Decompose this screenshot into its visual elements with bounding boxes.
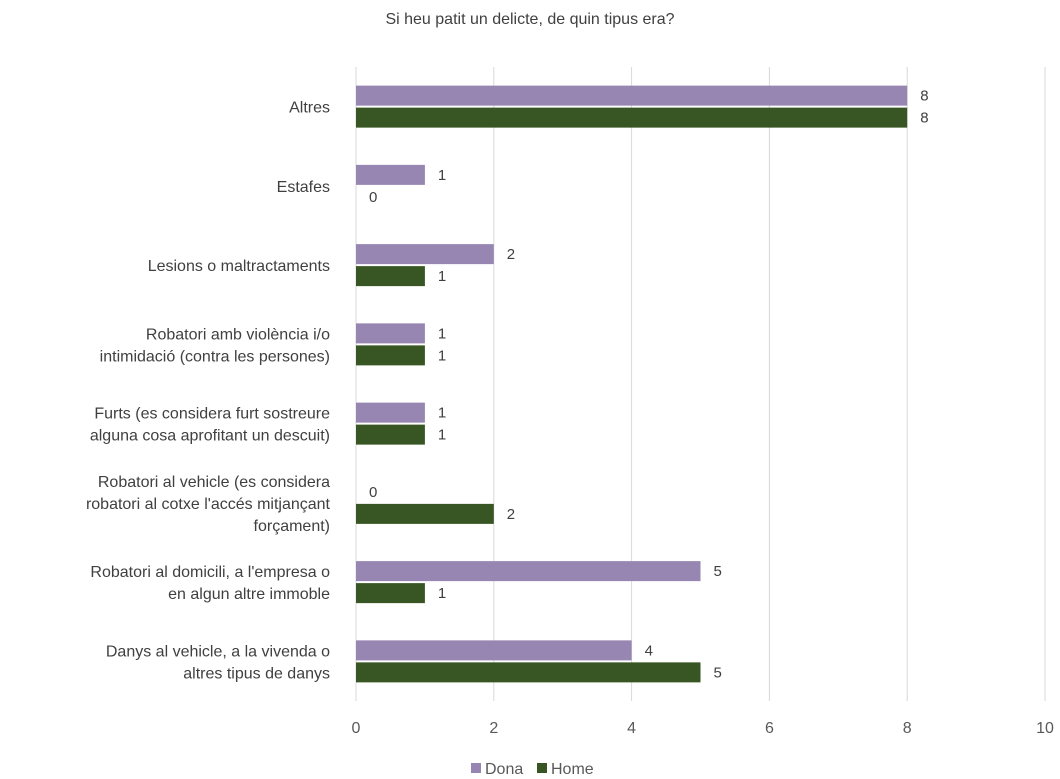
- category-label: Robatori al domicili, a l'empresa o en al…: [90, 564, 330, 603]
- category-label: Altres: [289, 100, 330, 117]
- bar-home: [356, 424, 425, 445]
- bar-home: [356, 107, 908, 128]
- bar-home: [356, 345, 425, 366]
- data-label: 1: [438, 585, 446, 602]
- bar-dona: [356, 323, 425, 344]
- category-label: Danys al vehicle, a la vivenda o altres t…: [106, 643, 330, 682]
- bar-dona: [356, 164, 425, 185]
- bar-dona: [356, 244, 494, 265]
- x-tick-label: 6: [765, 720, 774, 737]
- data-label: 2: [507, 506, 515, 523]
- data-label: 0: [369, 189, 377, 206]
- x-axis-ticks: 0 2 4 6 8 10: [352, 720, 1054, 737]
- x-tick-label: 8: [903, 720, 912, 737]
- data-label: 5: [714, 563, 722, 580]
- bar-home: [356, 503, 494, 524]
- category-label: Robatori amb violència i/o intimidació (c…: [100, 326, 330, 365]
- bars: 8 8 1 0 2 1 1 1 1 1 0 2 5 1 4 5: [356, 85, 929, 683]
- data-label: 0: [369, 484, 377, 501]
- x-tick-label: 0: [352, 720, 361, 737]
- bar-home: [356, 266, 425, 287]
- data-label: 8: [920, 88, 928, 105]
- category-label: Lesions o maltractaments: [148, 258, 330, 275]
- bar-dona: [356, 402, 425, 423]
- legend: Dona Home: [471, 761, 594, 778]
- bar-home: [356, 662, 701, 683]
- data-label: 1: [438, 167, 446, 184]
- x-tick-label: 2: [489, 720, 498, 737]
- data-label: 5: [714, 664, 722, 681]
- bar-home: [356, 583, 425, 604]
- grid-lines: [355, 67, 1046, 701]
- data-label: 2: [507, 246, 515, 263]
- data-label: 1: [438, 427, 446, 444]
- chart-title: Si heu patit un delicte, de quin tipus e…: [385, 11, 674, 28]
- legend-label-dona: Dona: [485, 761, 523, 778]
- category-label: Estafes: [277, 179, 330, 196]
- data-label: 8: [920, 110, 928, 127]
- category-label: Furts (es considera furt sostreure alguna…: [90, 406, 330, 445]
- bar-dona: [356, 640, 632, 661]
- x-tick-label: 10: [1036, 720, 1054, 737]
- legend-label-home: Home: [551, 761, 594, 778]
- bar-dona: [356, 561, 701, 582]
- legend-swatch-home: [537, 763, 547, 773]
- data-label: 4: [645, 642, 653, 659]
- data-label: 1: [438, 325, 446, 342]
- legend-swatch-dona: [471, 763, 481, 773]
- x-tick-label: 4: [627, 720, 636, 737]
- data-label: 1: [438, 347, 446, 364]
- category-label: Robatori al vehicle (es considera robator…: [86, 474, 331, 535]
- category-labels: Altres Estafes Lesions o maltractaments Rob…: [86, 100, 331, 683]
- data-label: 1: [438, 268, 446, 285]
- bar-dona: [356, 85, 908, 106]
- data-label: 1: [438, 405, 446, 422]
